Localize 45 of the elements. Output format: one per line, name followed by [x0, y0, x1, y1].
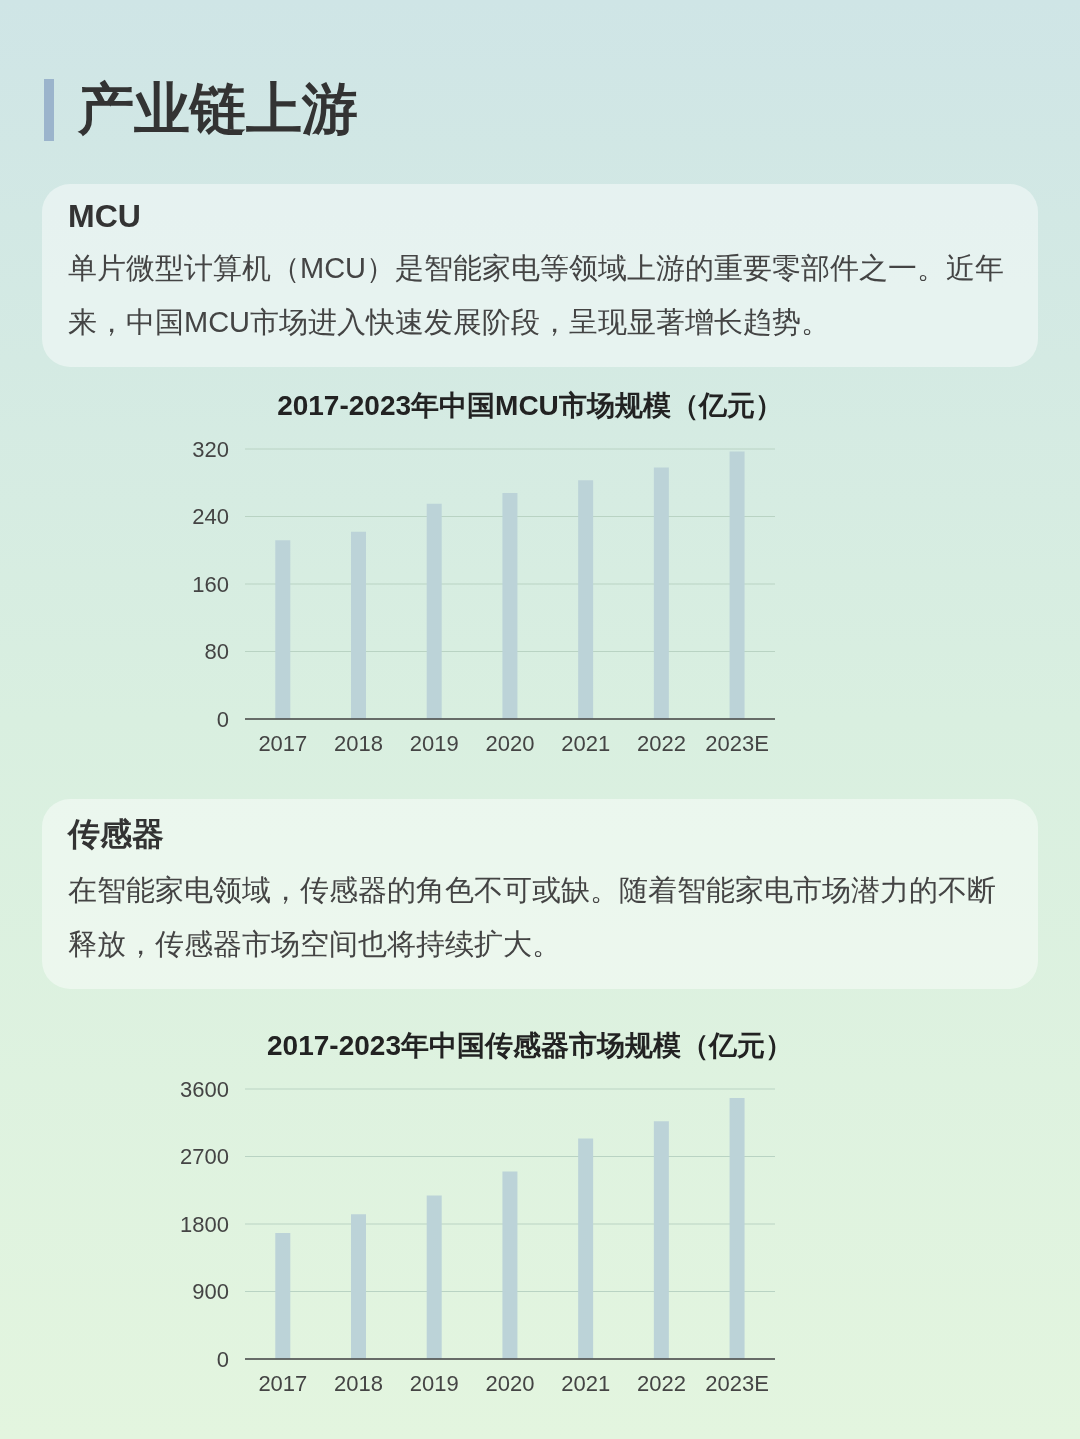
x-tick-label: 2020 — [485, 730, 535, 756]
bar — [502, 1171, 518, 1359]
bar — [729, 451, 745, 719]
x-tick-label: 2021 — [561, 730, 611, 756]
text: 单片微型计算机（MCU）是智能家电等领域上游的重要零部件之一。近年来，中国MCU市场进入快速发展阶段，呈现显著增长趋势。 — [68, 251, 1006, 340]
bar — [502, 492, 518, 719]
y-tick-label: 0 — [216, 1346, 229, 1372]
text: MCU — [68, 198, 142, 235]
text: 传感器 — [68, 815, 165, 854]
y-tick-label: 1800 — [180, 1211, 229, 1237]
y-tick-label: 900 — [192, 1279, 229, 1305]
bar — [653, 467, 669, 719]
x-tick-label: 2018 — [334, 730, 384, 756]
x-tick-label: 2017 — [258, 730, 308, 756]
bar — [275, 540, 291, 719]
y-tick-label: 80 — [204, 639, 229, 665]
bar — [653, 1121, 669, 1359]
bar — [275, 1233, 291, 1359]
y-tick-label: 3600 — [180, 1076, 229, 1102]
x-tick-label: 2019 — [409, 730, 459, 756]
x-tick-label: 2020 — [485, 1370, 535, 1396]
text: 在智能家电领域，传感器的角色不可或缺。随着智能家电市场潜力的不断释放，传感器市场空间也将持续扩大。 — [68, 873, 997, 962]
chart-title: 2017-2023年中国MCU市场规模（亿元） — [276, 389, 784, 423]
x-tick-label: 2022 — [636, 1370, 686, 1396]
text: 产业链上游 — [78, 76, 358, 142]
y-tick-label: 2700 — [180, 1144, 229, 1170]
x-tick-label: 2018 — [334, 1370, 384, 1396]
x-tick-label: 2023E — [705, 1370, 769, 1396]
y-tick-label: 240 — [192, 504, 229, 530]
x-tick-label: 2023E — [705, 730, 769, 756]
y-tick-label: 160 — [192, 571, 229, 597]
bar — [351, 1214, 366, 1359]
bar — [729, 1098, 745, 1359]
x-tick-label: 2017 — [258, 1370, 308, 1396]
y-tick-label: 0 — [216, 706, 229, 732]
bar — [426, 503, 442, 719]
x-tick-label: 2022 — [636, 730, 686, 756]
y-tick-label: 320 — [192, 436, 229, 462]
chart-title: 2017-2023年中国传感器市场规模（亿元） — [266, 1029, 794, 1063]
x-tick-label: 2019 — [409, 1370, 459, 1396]
bar — [426, 1195, 442, 1359]
bar — [578, 1138, 594, 1359]
bar — [351, 531, 366, 719]
x-tick-label: 2021 — [561, 1370, 611, 1396]
bar — [578, 480, 594, 719]
